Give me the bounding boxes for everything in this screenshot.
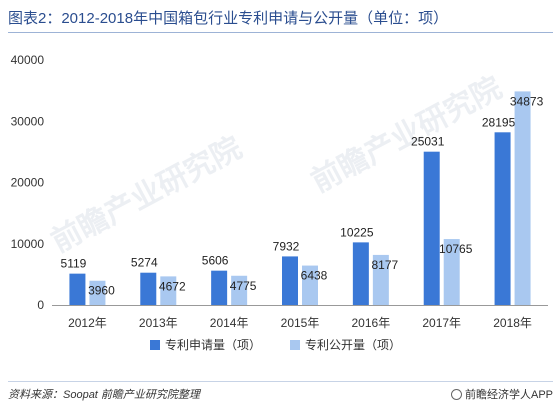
y-tick-label: 30000 <box>11 114 45 128</box>
bar-application <box>140 272 157 305</box>
bar-application <box>282 256 298 305</box>
data-label: 10765 <box>439 242 473 256</box>
bar-publication <box>160 276 177 305</box>
y-tick-label: 20000 <box>11 176 45 190</box>
legend-label: 专利公开量（项） <box>305 337 401 352</box>
x-tick-label: 2015年 <box>281 316 320 330</box>
bar-application <box>211 270 228 305</box>
bar-application <box>494 132 511 305</box>
brand-icon <box>450 388 462 400</box>
data-label: 34873 <box>510 94 544 108</box>
data-label: 25031 <box>411 135 445 149</box>
footer-divider <box>8 381 553 382</box>
y-tick-label: 10000 <box>11 237 45 251</box>
bar-publication <box>302 265 318 305</box>
x-tick-label: 2014年 <box>210 316 249 330</box>
data-label: 3960 <box>88 284 115 298</box>
data-label: 7932 <box>273 239 300 253</box>
bar-publication <box>89 280 106 305</box>
chart-title: 图表2：2012-2018年中国箱包行业专利申请与公开量（单位：项） <box>8 6 553 33</box>
credit: 前瞻经济学人APP <box>450 386 553 402</box>
data-label: 5274 <box>131 256 158 270</box>
bar-publication <box>514 91 531 305</box>
y-tick-label: 40000 <box>11 53 45 67</box>
x-tick-label: 2013年 <box>139 316 178 330</box>
data-label: 8177 <box>372 258 399 272</box>
credit-label: 前瞻经济学人APP <box>464 389 553 401</box>
x-tick-label: 2018年 <box>493 316 532 330</box>
legend-swatch <box>290 340 300 350</box>
legend-label: 专利申请量（项） <box>165 337 261 352</box>
data-label: 4672 <box>159 279 186 293</box>
data-label: 5119 <box>61 257 87 271</box>
data-label: 28195 <box>482 115 516 129</box>
data-label: 10225 <box>340 225 374 239</box>
data-label: 5606 <box>202 254 229 268</box>
bar-publication <box>372 254 389 305</box>
x-tick-label: 2016年 <box>352 316 391 330</box>
data-label: 6438 <box>301 269 328 283</box>
x-tick-label: 2012年 <box>68 316 107 330</box>
legend-swatch <box>150 340 160 350</box>
bar-application <box>69 273 86 305</box>
y-tick-label: 0 <box>37 298 44 312</box>
x-tick-label: 2017年 <box>422 316 461 330</box>
source-note: 资料来源：Soopat 前瞻产业研究院整理 <box>8 389 200 401</box>
bar-publication <box>231 275 248 305</box>
data-label: 4775 <box>230 279 257 293</box>
bar-publication <box>443 239 460 305</box>
bar-application <box>352 242 369 305</box>
bar-application <box>423 151 440 305</box>
